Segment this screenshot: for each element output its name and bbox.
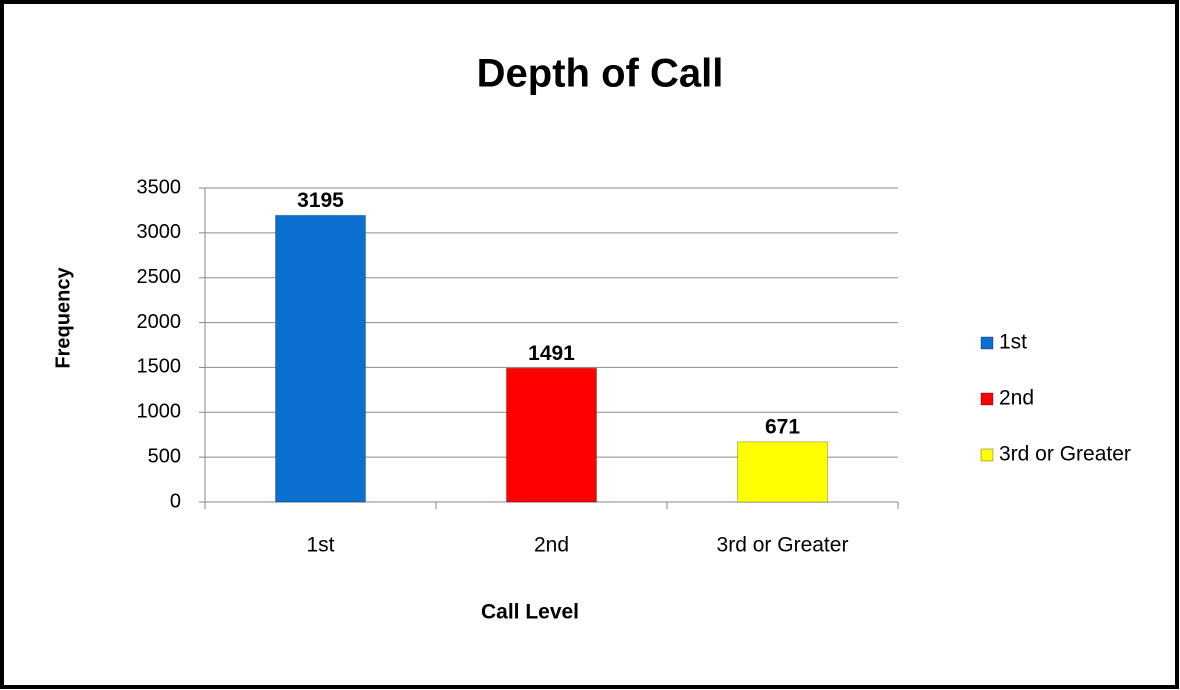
- x-axis-label: Call Level: [481, 601, 579, 624]
- y-tick-label: 0: [170, 490, 181, 512]
- data-label: 3195: [297, 189, 344, 212]
- y-tick-label: 2500: [137, 266, 182, 288]
- bar: [506, 367, 597, 503]
- legend-label: 2nd: [999, 387, 1034, 410]
- bar: [275, 214, 366, 503]
- data-label: 1491: [528, 342, 575, 365]
- y-tick-label: 3500: [137, 176, 182, 198]
- legend-swatch: [980, 448, 994, 462]
- legend-label: 1st: [999, 331, 1027, 354]
- chart-title: Depth of Call: [477, 52, 724, 96]
- x-tick-label: 1st: [306, 534, 334, 557]
- data-label: 671: [765, 415, 800, 438]
- y-tick-label: 500: [148, 445, 181, 467]
- y-axis-label: Frequency: [52, 267, 74, 369]
- y-tick-label: 2000: [137, 311, 182, 333]
- legend-swatch: [980, 392, 994, 406]
- y-tick-label: 1000: [137, 401, 182, 423]
- x-tick-label: 2nd: [534, 534, 569, 557]
- y-tick-label: 3000: [137, 221, 182, 243]
- legend-label: 3rd or Greater: [999, 443, 1131, 466]
- legend-swatch: [980, 336, 994, 350]
- x-tick-label: 3rd or Greater: [717, 534, 849, 557]
- y-tick-label: 1500: [137, 356, 182, 378]
- bar: [737, 441, 828, 503]
